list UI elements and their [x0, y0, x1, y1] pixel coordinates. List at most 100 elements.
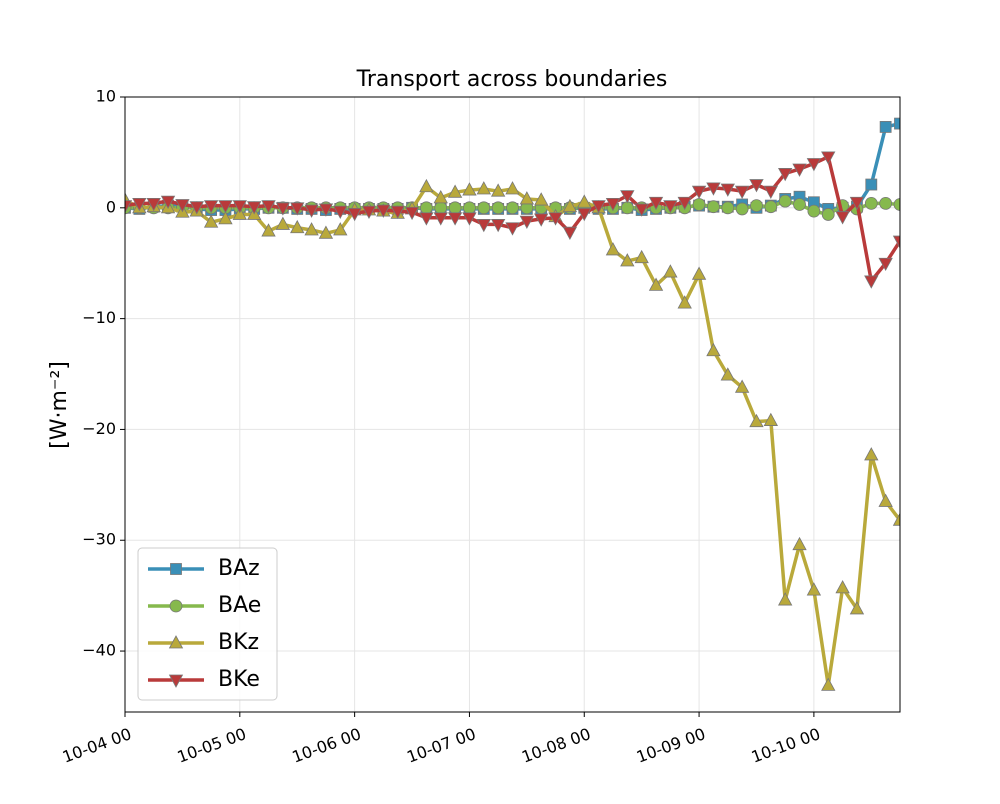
- marker: [506, 201, 519, 215]
- marker: [577, 207, 592, 222]
- marker: [447, 184, 463, 198]
- marker: [304, 222, 319, 236]
- marker: [620, 190, 635, 204]
- marker: [318, 225, 334, 239]
- marker: [591, 200, 606, 214]
- marker: [821, 208, 835, 221]
- legend-box: [137, 547, 278, 701]
- marker: [821, 677, 836, 691]
- marker: [168, 635, 184, 649]
- marker: [677, 295, 692, 309]
- legend-label: BAz: [218, 556, 260, 581]
- marker: [203, 214, 219, 228]
- marker: [821, 151, 836, 165]
- plot-frame: [124, 96, 901, 713]
- marker: [490, 183, 506, 197]
- marker: [419, 212, 434, 226]
- marker: [232, 200, 247, 214]
- marker: [168, 674, 184, 688]
- marker: [792, 536, 807, 551]
- marker: [763, 412, 779, 426]
- marker: [691, 185, 707, 200]
- marker: [707, 200, 720, 214]
- marker: [706, 182, 721, 196]
- marker: [490, 219, 506, 233]
- marker: [505, 222, 520, 236]
- marker: [634, 249, 649, 264]
- marker: [333, 222, 348, 236]
- marker: [246, 201, 262, 215]
- marker: [735, 202, 749, 216]
- marker: [505, 181, 520, 195]
- marker: [491, 201, 505, 215]
- marker: [434, 201, 448, 215]
- marker: [476, 181, 491, 195]
- marker: [433, 189, 448, 204]
- y-tick-label: 0: [106, 197, 116, 216]
- marker: [318, 203, 334, 217]
- marker: [605, 197, 621, 212]
- marker: [720, 367, 735, 381]
- marker: [750, 199, 763, 212]
- marker: [806, 158, 822, 172]
- marker: [463, 201, 476, 215]
- marker: [865, 178, 878, 191]
- legend-label: BAe: [218, 593, 261, 618]
- marker: [433, 212, 448, 226]
- marker: [476, 219, 491, 233]
- marker: [132, 197, 147, 212]
- y-tick-label: −20: [82, 419, 116, 438]
- y-tick-label: 10: [96, 87, 116, 106]
- y-tick-label: −40: [82, 641, 116, 660]
- marker: [534, 213, 549, 227]
- marker: [778, 194, 792, 208]
- marker: [749, 179, 764, 193]
- marker: [160, 195, 176, 210]
- marker: [261, 223, 276, 237]
- marker: [677, 196, 692, 211]
- marker: [734, 379, 750, 393]
- marker: [347, 207, 362, 222]
- marker: [261, 200, 276, 214]
- marker: [304, 204, 319, 218]
- marker: [648, 196, 664, 211]
- marker: [448, 201, 462, 215]
- marker: [878, 493, 893, 507]
- marker: [763, 185, 779, 200]
- legend-label: BKe: [218, 667, 260, 692]
- marker: [706, 342, 721, 357]
- marker: [864, 275, 879, 289]
- marker: [577, 194, 592, 208]
- marker: [835, 580, 850, 594]
- marker: [806, 582, 822, 596]
- marker: [404, 206, 420, 221]
- marker: [562, 198, 578, 213]
- marker: [892, 512, 900, 526]
- x-tick-label: 10-10 00: [749, 724, 823, 766]
- marker: [376, 204, 391, 218]
- marker: [792, 163, 807, 177]
- marker: [778, 168, 793, 182]
- marker: [462, 212, 477, 226]
- marker: [778, 592, 793, 606]
- y-tick-label: −30: [82, 530, 116, 549]
- marker: [721, 201, 735, 215]
- marker: [864, 196, 878, 210]
- x-tick-label: 10-06 00: [289, 724, 363, 766]
- marker: [849, 196, 865, 211]
- marker: [125, 200, 133, 214]
- y-axis-label: [W·m⁻²]: [47, 361, 72, 449]
- marker: [175, 199, 190, 213]
- marker: [290, 202, 305, 216]
- marker: [333, 205, 348, 219]
- marker: [620, 201, 634, 215]
- marker: [218, 211, 233, 225]
- marker: [477, 201, 491, 215]
- marker: [720, 183, 735, 197]
- marker: [620, 253, 635, 267]
- marker: [648, 277, 664, 291]
- marker: [419, 201, 433, 215]
- marker: [290, 219, 305, 234]
- marker: [663, 200, 678, 214]
